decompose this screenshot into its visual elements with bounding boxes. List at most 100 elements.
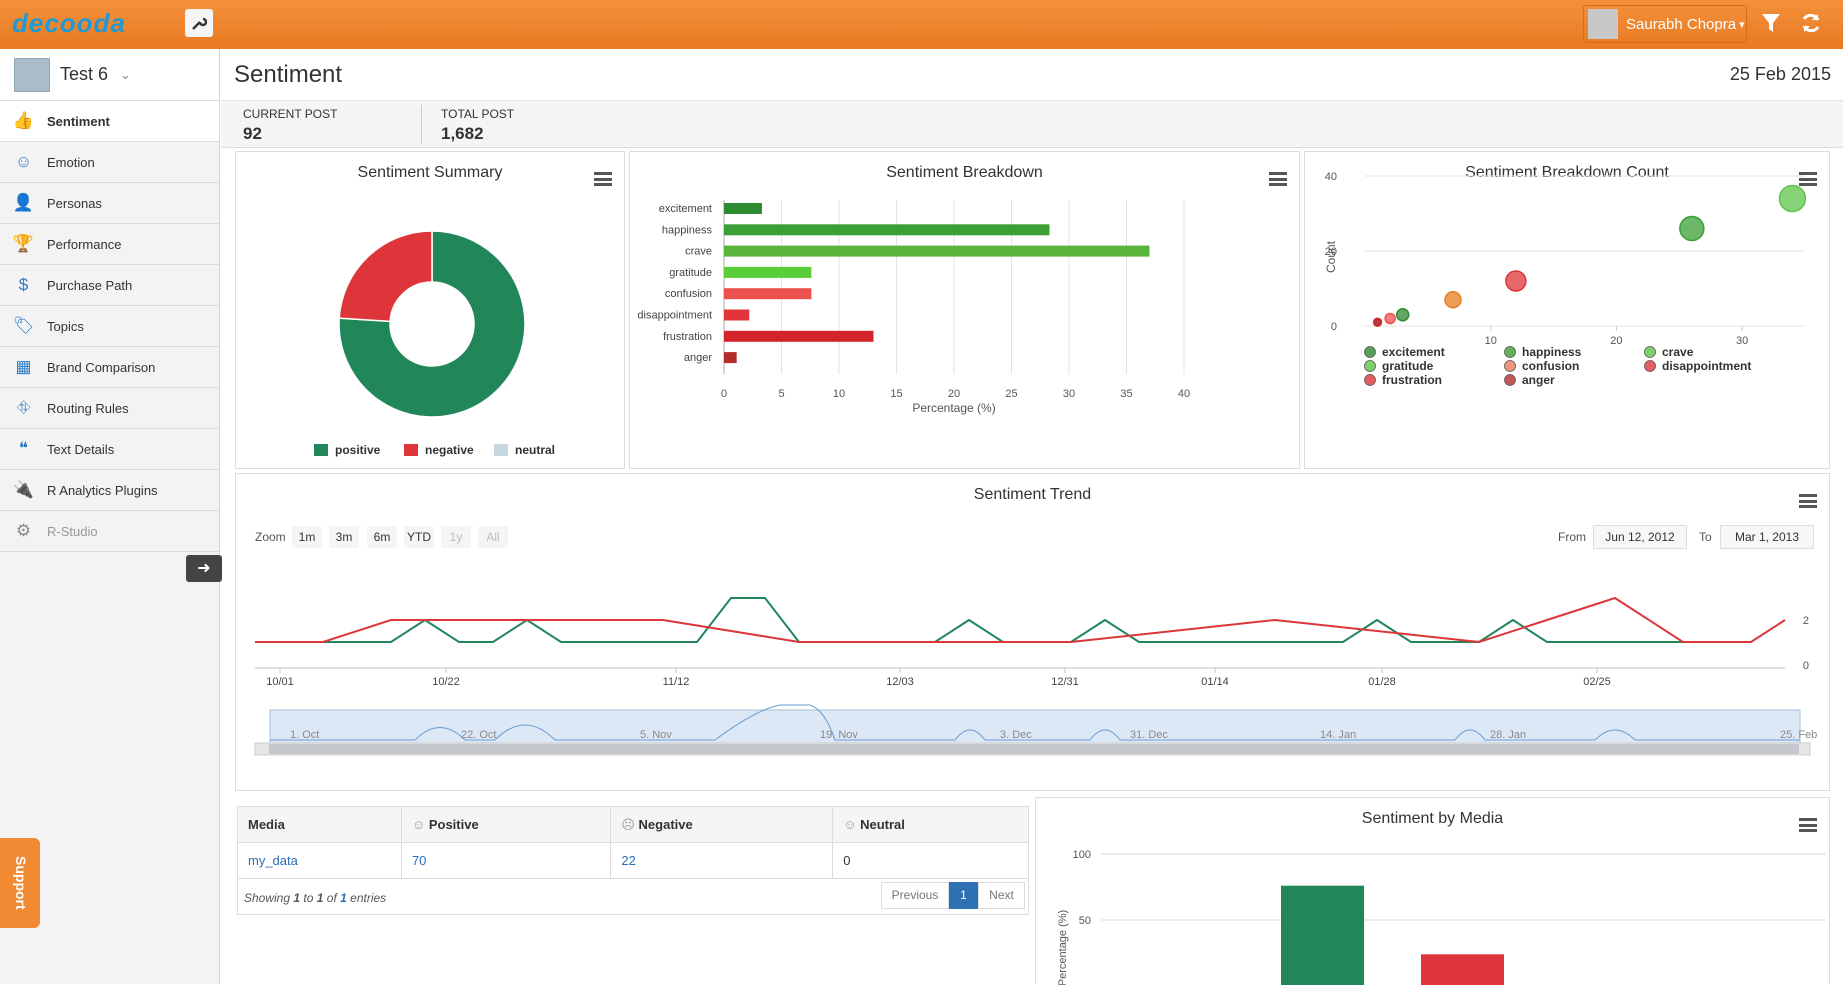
x-tick-label: 20 <box>948 388 960 400</box>
sidebar-item-performance[interactable]: 🏆 Performance <box>0 224 219 265</box>
current-post-stat: CURRENT POST 92 <box>243 107 337 144</box>
total-post-stat: TOTAL POST 1,682 <box>441 107 514 144</box>
col-negative-label: Negative <box>638 816 693 832</box>
negative-count-link[interactable]: 22 <box>610 842 834 879</box>
pie-slice-negative <box>338 230 433 323</box>
info-mid2: of <box>323 891 341 905</box>
media-link[interactable]: my_data <box>237 842 402 879</box>
x-tick-label: 10 <box>1485 335 1497 347</box>
divider <box>421 105 422 145</box>
sidebar-item-brand-comparison[interactable]: ▦ Brand Comparison <box>0 347 219 388</box>
chart-menu-icon[interactable] <box>1799 494 1817 508</box>
wrench-icon[interactable] <box>185 9 213 37</box>
x-tick-label: 10 <box>833 388 845 400</box>
sidebar-item-r-analytics-plugins[interactable]: 🔌 R Analytics Plugins <box>0 470 219 511</box>
legend-label-positive: positive <box>335 443 381 457</box>
x-tick-label: 01/28 <box>1368 676 1396 688</box>
x-axis-label: Percentage (%) <box>912 401 995 415</box>
navigator-label: 25. Feb <box>1780 729 1817 741</box>
logo[interactable]: decooda <box>12 8 126 38</box>
col-positive[interactable]: ☺ Positive <box>400 806 612 843</box>
category-label: confusion <box>665 288 712 300</box>
sidebar-item-label: R Analytics Plugins <box>47 482 158 498</box>
positive-count-link[interactable]: 70 <box>400 842 612 879</box>
bar-anger <box>724 352 737 364</box>
sidebar-item-purchase-path[interactable]: $ Purchase Path <box>0 265 219 306</box>
panel-title: Sentiment Trend <box>973 486 1092 503</box>
person-icon: 👤 <box>12 193 35 212</box>
to-date-input[interactable]: Mar 1, 2013 <box>1720 525 1814 549</box>
thumbs-up-icon: 👍 <box>12 111 35 130</box>
sentiment-summary-panel: Sentiment Summary positive negative neutra… <box>235 151 625 469</box>
legend-label-happiness: happiness <box>1522 345 1582 359</box>
chart-menu-icon[interactable] <box>594 172 612 186</box>
sidebar-item-emotion[interactable]: ☺ Emotion <box>0 142 219 183</box>
project-selector[interactable]: Test 6 ⌄ <box>0 49 219 101</box>
x-tick-label: 40 <box>1178 388 1190 400</box>
zoom-6m-button[interactable]: 6m <box>367 526 397 548</box>
refresh-icon[interactable] <box>1800 12 1822 40</box>
total-post-label: TOTAL POST <box>441 107 515 121</box>
zoom-all-button[interactable]: All <box>478 526 508 548</box>
bar-excitement <box>724 203 762 214</box>
col-neutral[interactable]: ☺ Neutral <box>832 806 1029 843</box>
cubes-icon: ▦ <box>15 357 32 376</box>
chart-menu-icon[interactable] <box>1269 172 1287 186</box>
info-mid1: to <box>300 891 317 905</box>
navigator-label: 28. Jan <box>1490 729 1526 741</box>
zoom-1y-button[interactable]: 1y <box>441 526 471 548</box>
sidebar-item-text-details[interactable]: ❝ Text Details <box>0 429 219 470</box>
legend-label-crave: crave <box>1662 345 1694 359</box>
user-menu[interactable]: Saurabh Chopra ▾ <box>1583 5 1747 43</box>
from-label: From <box>1558 530 1586 544</box>
chart-menu-icon[interactable] <box>1799 172 1817 186</box>
sidebar: Test 6 ⌄ 👍 Sentiment ☺ Emotion 👤 Personas 🏆 Per… <box>0 49 220 984</box>
neutral-face-icon: ☺ <box>843 817 861 832</box>
col-neutral-label: Neutral <box>860 817 905 832</box>
table-header-row: Media ☺ Positive ☹ Negative ☺ Neutral <box>237 806 1029 843</box>
bar-happiness <box>724 224 1050 236</box>
frown-icon: ☹ <box>621 816 639 832</box>
smiley-icon: ☺ <box>411 817 429 832</box>
panel-title: Sentiment Breakdown Count <box>1465 164 1669 181</box>
sidebar-item-r-studio[interactable]: ⚙ R-Studio <box>0 511 219 552</box>
page-header: Sentiment 25 Feb 2015 <box>221 49 1843 101</box>
col-negative[interactable]: ☹ Negative <box>610 806 834 843</box>
sidebar-item-personas[interactable]: 👤 Personas <box>0 183 219 224</box>
from-date-input[interactable]: Jun 12, 2012 <box>1593 525 1687 549</box>
dollar-icon: $ <box>18 275 29 294</box>
support-tab[interactable]: Support <box>0 838 40 928</box>
bar-confusion <box>724 288 812 300</box>
sidebar-item-sentiment[interactable]: 👍 Sentiment <box>0 101 219 142</box>
chart-menu-icon[interactable] <box>1799 818 1817 832</box>
sidebar-item-label: Sentiment <box>47 113 110 129</box>
col-media[interactable]: Media <box>237 806 402 843</box>
to-label: To <box>1699 530 1712 544</box>
road-icon: ⛗ <box>16 398 31 417</box>
page-1-button[interactable]: 1 <box>949 882 978 909</box>
zoom-1m-button[interactable]: 1m <box>292 526 322 548</box>
next-button[interactable]: Next <box>978 882 1025 909</box>
previous-button[interactable]: Previous <box>881 882 949 909</box>
sidebar-item-label: Brand Comparison <box>47 359 156 375</box>
y-tick-label: 0 <box>1331 321 1337 333</box>
x-tick-label: 5 <box>778 388 784 400</box>
legend-marker-crave <box>1644 346 1656 358</box>
bubble-crave <box>1778 184 1807 213</box>
zoom-label: Zoom <box>255 530 286 544</box>
legend-marker-confusion <box>1504 360 1516 372</box>
trophy-icon: 🏆 <box>12 234 35 253</box>
legend-marker-frustration <box>1364 374 1376 386</box>
panel-title: Sentiment Summary <box>357 164 503 181</box>
sidebar-item-topics[interactable]: 🏷 Topics <box>0 306 219 347</box>
legend-label-excitement: excitement <box>1382 345 1445 359</box>
image-icon <box>14 57 50 92</box>
sidebar-item-routing-rules[interactable]: ⛗ Routing Rules <box>0 388 219 429</box>
zoom-ytd-button[interactable]: YTD <box>404 526 434 548</box>
zoom-3m-button[interactable]: 3m <box>329 526 359 548</box>
avatar <box>1588 9 1618 39</box>
filter-icon[interactable] <box>1761 12 1781 40</box>
legend-marker-excitement <box>1364 346 1376 358</box>
collapse-sidebar-button[interactable]: ➜ <box>186 555 222 582</box>
category-label: crave <box>685 246 712 258</box>
